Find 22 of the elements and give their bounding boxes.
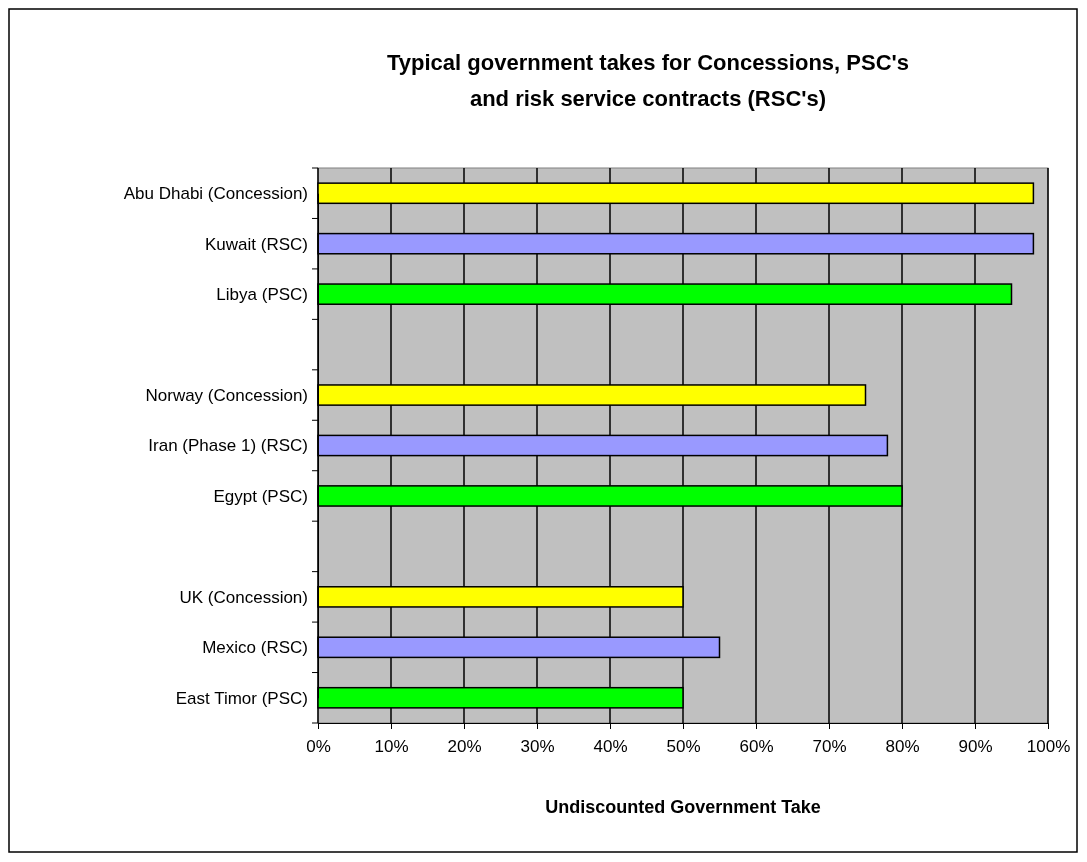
x-tick-label: 20% (447, 737, 482, 757)
y-tick-label: Egypt (PSC) (213, 486, 308, 506)
y-tick-label: UK (Concession) (179, 587, 308, 607)
y-tick-label: Kuwait (RSC) (205, 234, 308, 254)
y-tick-label: Abu Dhabi (Concession) (123, 184, 308, 204)
y-tick-label: East Timor (PSC) (175, 688, 308, 708)
y-tick-label: Libya (PSC) (216, 285, 308, 305)
x-axis-title: Undiscounted Government Take (545, 797, 821, 817)
x-tick-label: 40% (593, 737, 628, 757)
x-tick-label: 90% (958, 737, 993, 757)
x-tick-label: 100% (1026, 737, 1071, 757)
y-tick-label: Iran (Phase 1) (RSC) (148, 436, 308, 456)
x-tick-label: 30% (520, 737, 555, 757)
y-tick-label: Mexico (RSC) (202, 638, 308, 658)
x-tick-label: 0% (306, 737, 331, 757)
chart-title: Typical government takes for Concessions, PSC's and risk service contracts (RSC's) (387, 50, 909, 111)
x-tick-label: 70% (812, 737, 847, 757)
x-tick-label: 10% (374, 737, 409, 757)
x-tick-label: 60% (739, 737, 774, 757)
y-tick-label: Norway (Concession) (145, 385, 308, 405)
x-tick-label: 80% (885, 737, 920, 757)
x-tick-label: 50% (666, 737, 701, 757)
